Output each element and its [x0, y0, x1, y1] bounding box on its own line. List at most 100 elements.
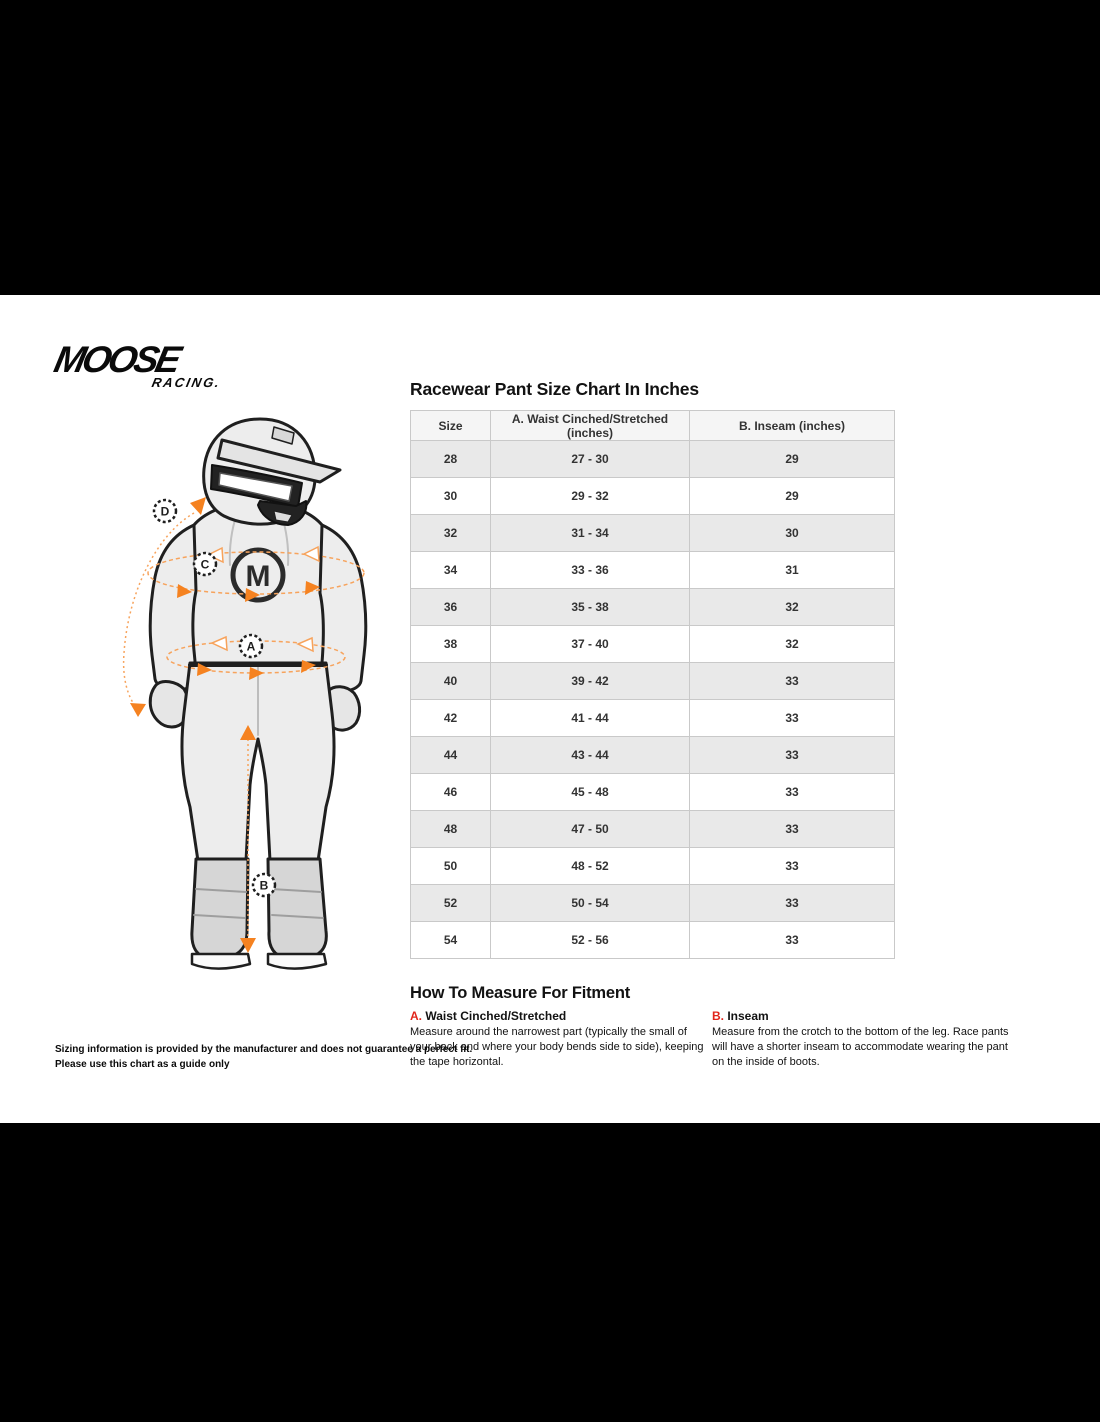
- table-row: 40 39 - 42 33: [410, 662, 895, 700]
- boot-strap-lines: [193, 888, 324, 919]
- a-arrow-solid-1: [197, 663, 212, 676]
- table-cell: 33: [689, 699, 895, 737]
- table-row: 38 37 - 40 32: [410, 625, 895, 663]
- measure-waist-prefix: A.: [410, 1009, 422, 1023]
- measure-instructions-inseam: B. Inseam Measure from the crotch to the…: [712, 1009, 1012, 1070]
- sleeve-left: [148, 523, 198, 692]
- table-cell: 43 - 44: [490, 736, 690, 774]
- table-cell: 42: [410, 699, 491, 737]
- table-cell: 32: [410, 514, 491, 552]
- table-cell: 33: [689, 773, 895, 811]
- c-arrow-solid-2: [245, 588, 260, 602]
- table-row: 30 29 - 32 29: [410, 477, 895, 515]
- how-to-heading: How To Measure For Fitment: [410, 984, 631, 1002]
- helmet-vent: [271, 426, 295, 445]
- measure-inseam-body: Measure from the crotch to the bottom of…: [712, 1026, 1009, 1068]
- table-cell: 33 - 36: [490, 551, 690, 589]
- boot-left: [190, 857, 250, 960]
- measure-inseam-prefix: B.: [712, 1009, 724, 1023]
- badge-c: C: [192, 551, 218, 577]
- table-cell: 33: [689, 662, 895, 700]
- table-cell: 46: [410, 773, 491, 811]
- table-cell: 30: [689, 514, 895, 552]
- table-row: 32 31 - 34 30: [410, 514, 895, 552]
- size-table-header-row: Size A. Waist Cinched/Stretched (inches) B…: [410, 410, 895, 441]
- table-cell: 29 - 32: [490, 477, 690, 515]
- table-cell: 37 - 40: [490, 625, 690, 663]
- table-cell: 34: [410, 551, 491, 589]
- measure-waist-title-text: Waist Cinched/Stretched: [425, 1009, 567, 1023]
- table-cell: 47 - 50: [490, 810, 690, 848]
- a-arrow-hollow-1: [210, 635, 228, 652]
- table-cell: 39 - 42: [490, 662, 690, 700]
- badge-a: A: [238, 633, 264, 659]
- boot-left-sole: [190, 952, 252, 970]
- pants: [180, 661, 336, 863]
- logo-racing-text: RACING.: [150, 375, 223, 390]
- top-black-bar: [0, 0, 1100, 295]
- table-cell: 32: [689, 625, 895, 663]
- moose-racing-logo: MOOSE RACING.: [51, 339, 225, 390]
- svg-text:A: A: [247, 640, 256, 654]
- table-cell: 27 - 30: [490, 440, 690, 478]
- size-table-body: 28 27 - 30 29 30 29 - 32 29 32 31 - 34 30 34 33 - …: [410, 440, 895, 959]
- measure-instructions-waist: A. Waist Cinched/Stretched Measure aroun…: [410, 1009, 708, 1070]
- chest-logo-monogram: M: [246, 560, 271, 593]
- disclaimer-text: Sizing information is provided by the ma…: [55, 1044, 473, 1070]
- table-cell: 38: [410, 625, 491, 663]
- table-cell: 40: [410, 662, 491, 700]
- table-cell: 28: [410, 440, 491, 478]
- table-cell: 52: [410, 884, 491, 922]
- c-arrow-solid-3: [305, 581, 320, 595]
- table-cell: 48 - 52: [490, 847, 690, 885]
- boot-right-sole: [266, 952, 328, 970]
- column-header: Size: [410, 410, 491, 441]
- a-arrow-solid-3: [301, 660, 316, 673]
- table-row: 54 52 - 56 33: [410, 921, 895, 959]
- table-row: 52 50 - 54 33: [410, 884, 895, 922]
- table-cell: 33: [689, 736, 895, 774]
- table-row: 46 45 - 48 33: [410, 773, 895, 811]
- column-header: A. Waist Cinched/Stretched (inches): [490, 410, 690, 441]
- measure-d-arrow-bottom: [130, 703, 146, 717]
- table-row: 36 35 - 38 32: [410, 588, 895, 626]
- svg-text:B: B: [260, 879, 269, 893]
- table-cell: 31 - 34: [490, 514, 690, 552]
- logo-moose-text: MOOSE: [50, 339, 183, 380]
- table-cell: 50 - 54: [490, 884, 690, 922]
- chest-logo-circle: [230, 547, 286, 603]
- table-cell: 29: [689, 440, 895, 478]
- table-cell: 33: [689, 847, 895, 885]
- table-row: 50 48 - 52 33: [410, 847, 895, 885]
- table-cell: 29: [689, 477, 895, 515]
- table-cell: 45 - 48: [490, 773, 690, 811]
- table-cell: 32: [689, 588, 895, 626]
- table-cell: 35 - 38: [490, 588, 690, 626]
- bottom-black-bar: [0, 1123, 1100, 1422]
- a-arrow-solid-2: [249, 667, 264, 680]
- measurement-annotations: D C A B: [122, 497, 365, 953]
- measure-waist-title: A. Waist Cinched/Stretched: [410, 1009, 708, 1024]
- sleeve-right: [318, 523, 368, 694]
- table-cell: 36: [410, 588, 491, 626]
- table-cell: 41 - 44: [490, 699, 690, 737]
- svg-text:C: C: [201, 558, 210, 572]
- page-title: Racewear Pant Size Chart In Inches: [410, 379, 699, 399]
- c-arrow-hollow-2: [302, 545, 320, 563]
- table-cell: 33: [689, 810, 895, 848]
- table-cell: 44: [410, 736, 491, 774]
- badge-b: B: [251, 872, 277, 898]
- c-arrow-solid-1: [177, 584, 192, 598]
- size-chart-document: MOOSE RACING.: [0, 295, 1100, 1123]
- b-arrow-top: [240, 725, 256, 740]
- table-row: 34 33 - 36 31: [410, 551, 895, 589]
- table-cell: 50: [410, 847, 491, 885]
- measure-waist-body: Measure around the narrowest part (typic…: [410, 1026, 704, 1068]
- table-row: 44 43 - 44 33: [410, 736, 895, 774]
- table-cell: 31: [689, 551, 895, 589]
- rider-illustration: M: [122, 417, 368, 970]
- svg-text:D: D: [161, 505, 170, 519]
- b-arrow-bottom: [240, 938, 256, 953]
- table-cell: 33: [689, 884, 895, 922]
